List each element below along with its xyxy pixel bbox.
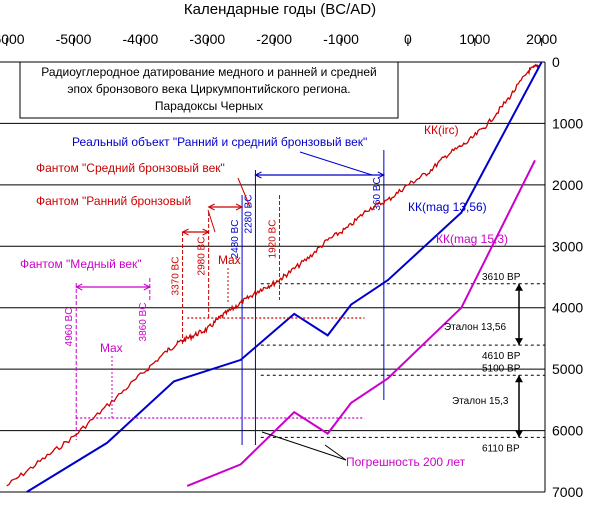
y-tick-label-1: 1000 — [552, 115, 583, 131]
vertical-marker-label-6: 1920 BC — [268, 220, 279, 259]
annotation-phantom-copper-age: Фантом "Медный век" — [20, 257, 142, 271]
vertical-marker-label-3: 2980 BC — [197, 237, 208, 276]
annotation-error-200-years: Погрешность 200 лет — [346, 455, 466, 469]
annotation-etalon-15-3: Эталон 15,3 — [452, 396, 509, 407]
real-object-leader — [299, 151, 373, 176]
vertical-marker-label-0: 4960 BC — [64, 308, 75, 347]
x-axis-ticks: -6000 -5000 -4000 -3000 -2000 -1000 0 1000 2000 — [0, 31, 557, 47]
annotation-phantom-middle-bronze: Фантом "Средний бронзовый век" — [36, 161, 225, 175]
real-object-span-right-head — [377, 171, 385, 179]
series-line-1 — [26, 61, 543, 493]
etalon-bracket-top-arrow-0 — [515, 283, 523, 291]
middle-bronze-span-left-head — [207, 203, 215, 211]
y-tick-label-6: 6000 — [552, 423, 583, 439]
error-leader-2 — [324, 444, 347, 461]
vertical-markers: 4960 BC 3860 BC 3370 BC 2980 BC 2480 BC2280 … — [64, 150, 385, 445]
x-tick-label-3: -3000 — [189, 31, 225, 47]
y-tick-label-4: 4000 — [552, 300, 583, 316]
copper-age-span-right-head — [143, 283, 151, 291]
real-object-span-left-head — [254, 171, 262, 179]
vertical-marker-label-7: 360 BC — [372, 177, 383, 210]
title-box — [19, 61, 399, 119]
annotation-phantom-early-bronze: Фантом "Ранний бронзовый — [36, 194, 191, 208]
title-line-2: эпох бронзового века Циркумпонтийского р… — [67, 82, 350, 96]
annotation-max-magenta: Max — [100, 341, 123, 355]
x-tick-label-0: -6000 — [0, 31, 25, 47]
reference-label-2: 5100 BP — [482, 363, 521, 374]
x-tick-label-1: -5000 — [56, 31, 92, 47]
x-tick-label-8: 2000 — [526, 31, 557, 47]
middle-bronze-span-right-head — [235, 203, 244, 211]
annotation-max-red: Max — [218, 253, 241, 267]
series-label-mag-13-56: КК(mag 13,56) — [408, 200, 487, 214]
y-tick-label-3: 3000 — [552, 238, 583, 254]
series-label-mag-15-3: КК(mag 15,3) — [436, 232, 508, 246]
x-tick-label-6: 0 — [404, 31, 412, 47]
series-line-2 — [186, 159, 536, 487]
y-axis-ticks: 0 1000 2000 3000 4000 5000 6000 7000 — [552, 54, 583, 500]
y-tick-label-2: 2000 — [552, 177, 583, 193]
annotation-etalon-13-56: Эталон 13,56 — [444, 322, 506, 333]
y-tick-label-7: 7000 — [552, 484, 583, 500]
series-lines — [6, 61, 543, 493]
y-tick-label-5: 5000 — [552, 361, 583, 377]
early-bronze-span-left-head — [181, 228, 189, 236]
early-bronze-span-right-head — [202, 228, 210, 236]
early-bronze-leader — [207, 209, 216, 233]
x-tick-label-4: -2000 — [256, 31, 292, 47]
vertical-marker-label-4: 2480 BC — [230, 220, 241, 259]
y-tick-label-0: 0 — [552, 54, 560, 70]
title-line-3: Парадоксы Черных — [155, 99, 263, 113]
copper-age-span-left-head — [75, 283, 83, 291]
reference-label-1: 4610 BP — [482, 351, 521, 362]
vertical-marker-label-2: 3370 BC — [171, 257, 182, 296]
middle-bronze-leader — [237, 177, 251, 208]
x-axis-label: Календарные годы (BC/AD) — [184, 1, 376, 18]
error-leader-1 — [261, 431, 347, 461]
etalon-bracket-top-arrow-1 — [515, 375, 523, 383]
x-tick-label-7: 1000 — [459, 31, 490, 47]
reference-label-3: 6110 BP — [482, 443, 520, 454]
etalon-bracket-bottom-arrow-1 — [515, 430, 523, 438]
annotation-graphics — [75, 151, 385, 461]
title-line-1: Радиоуглеродное датирование медного и ра… — [41, 65, 376, 79]
grid — [0, 61, 546, 493]
series-line-0 — [6, 63, 539, 487]
reference-label-0: 3610 BP — [482, 272, 521, 283]
series-label-irc: КК(irc) — [424, 123, 459, 137]
x-tick-label-2: -4000 — [123, 31, 159, 47]
vertical-marker-label-1: 3860 BC — [138, 303, 149, 342]
annotation-real-object: Реальный объект "Ранний и средний бронзо… — [72, 135, 367, 149]
x-tick-label-5: -1000 — [323, 31, 359, 47]
vertical-marker-label-5: 2280 BC — [243, 195, 254, 234]
etalon-bracket-bottom-arrow-0 — [515, 338, 523, 346]
